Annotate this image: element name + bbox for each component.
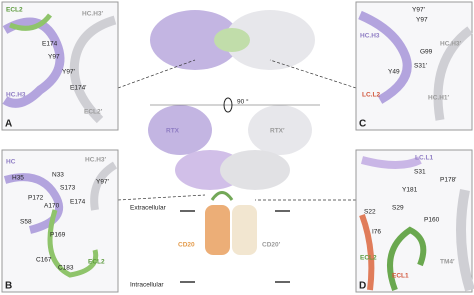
residue-label: S31 (414, 169, 426, 176)
residue-label: S22 (364, 209, 376, 216)
residue-label: Y181 (402, 187, 418, 194)
residue-label: Y97′ (412, 7, 426, 14)
residue-label: S29 (392, 205, 404, 212)
residue-label: A170 (44, 203, 60, 210)
residue-label: LC.L1 (415, 155, 433, 162)
residue-label: E174 (42, 41, 58, 48)
panel-c (355, 1, 473, 131)
residue-label: ECL2 (88, 259, 105, 266)
connectors (117, 59, 357, 201)
center-label: Extracellular (130, 205, 167, 212)
residue-label: ECL2′ (84, 109, 103, 116)
residue-label: S173 (60, 185, 76, 192)
center-label: Intracellular (130, 282, 164, 289)
residue-label: E174′ (70, 85, 87, 92)
residue-label: TM4′ (440, 259, 455, 266)
center-label: RTX (166, 128, 180, 135)
membrane-marks (180, 210, 290, 283)
panel-letter: A (5, 119, 12, 130)
center-label: 90 ° (237, 98, 249, 106)
panel-letter: D (359, 281, 366, 292)
residue-label: C183 (58, 265, 74, 272)
residue-label: S58 (20, 219, 32, 226)
residue-label: S31′ (414, 63, 428, 70)
center-label: CD20 (178, 242, 195, 249)
residue-label: HC.H3 (360, 33, 380, 40)
panel-letter: C (359, 119, 366, 130)
residue-label: P169 (50, 232, 66, 239)
residue-label: HC (6, 159, 16, 166)
residue-label: Y49 (388, 69, 400, 76)
panel-b (1, 149, 119, 293)
residue-label: Y97 (416, 17, 428, 24)
center-structure (148, 10, 315, 255)
panel-letter: B (5, 281, 12, 292)
residue-label: P178′ (440, 177, 457, 184)
residue-label: N33 (52, 172, 64, 179)
center-label: CD20′ (262, 242, 281, 249)
residue-label: Y97′ (96, 179, 110, 186)
residue-label: Y97′ (62, 69, 76, 76)
residue-label: LC.L2 (362, 92, 380, 99)
residue-label: ECL2 (360, 255, 377, 262)
panel-d (355, 149, 474, 293)
residue-label: H35 (12, 175, 24, 182)
residue-label: I76 (372, 229, 381, 236)
residue-label: ECL2 (6, 7, 23, 14)
residue-label: C167 (36, 257, 52, 264)
panel-a (1, 1, 119, 131)
rotation-icon (223, 97, 233, 113)
residue-label: Y97 (48, 54, 60, 61)
residue-label: ECL1 (392, 273, 409, 280)
residue-label: HC.H1′ (428, 95, 450, 102)
residue-label: HC.H3′ (440, 41, 462, 48)
residue-label: G99 (420, 49, 433, 56)
residue-label: HC.H3′ (82, 11, 104, 18)
residue-label: P160 (424, 217, 440, 224)
residue-label: P172 (28, 195, 44, 202)
center-label: RTX′ (270, 128, 285, 135)
panel-frame (355, 149, 473, 293)
residue-label: HC.H3′ (85, 157, 107, 164)
residue-label: HC.H3 (6, 92, 26, 99)
residue-label: E174 (70, 199, 86, 206)
